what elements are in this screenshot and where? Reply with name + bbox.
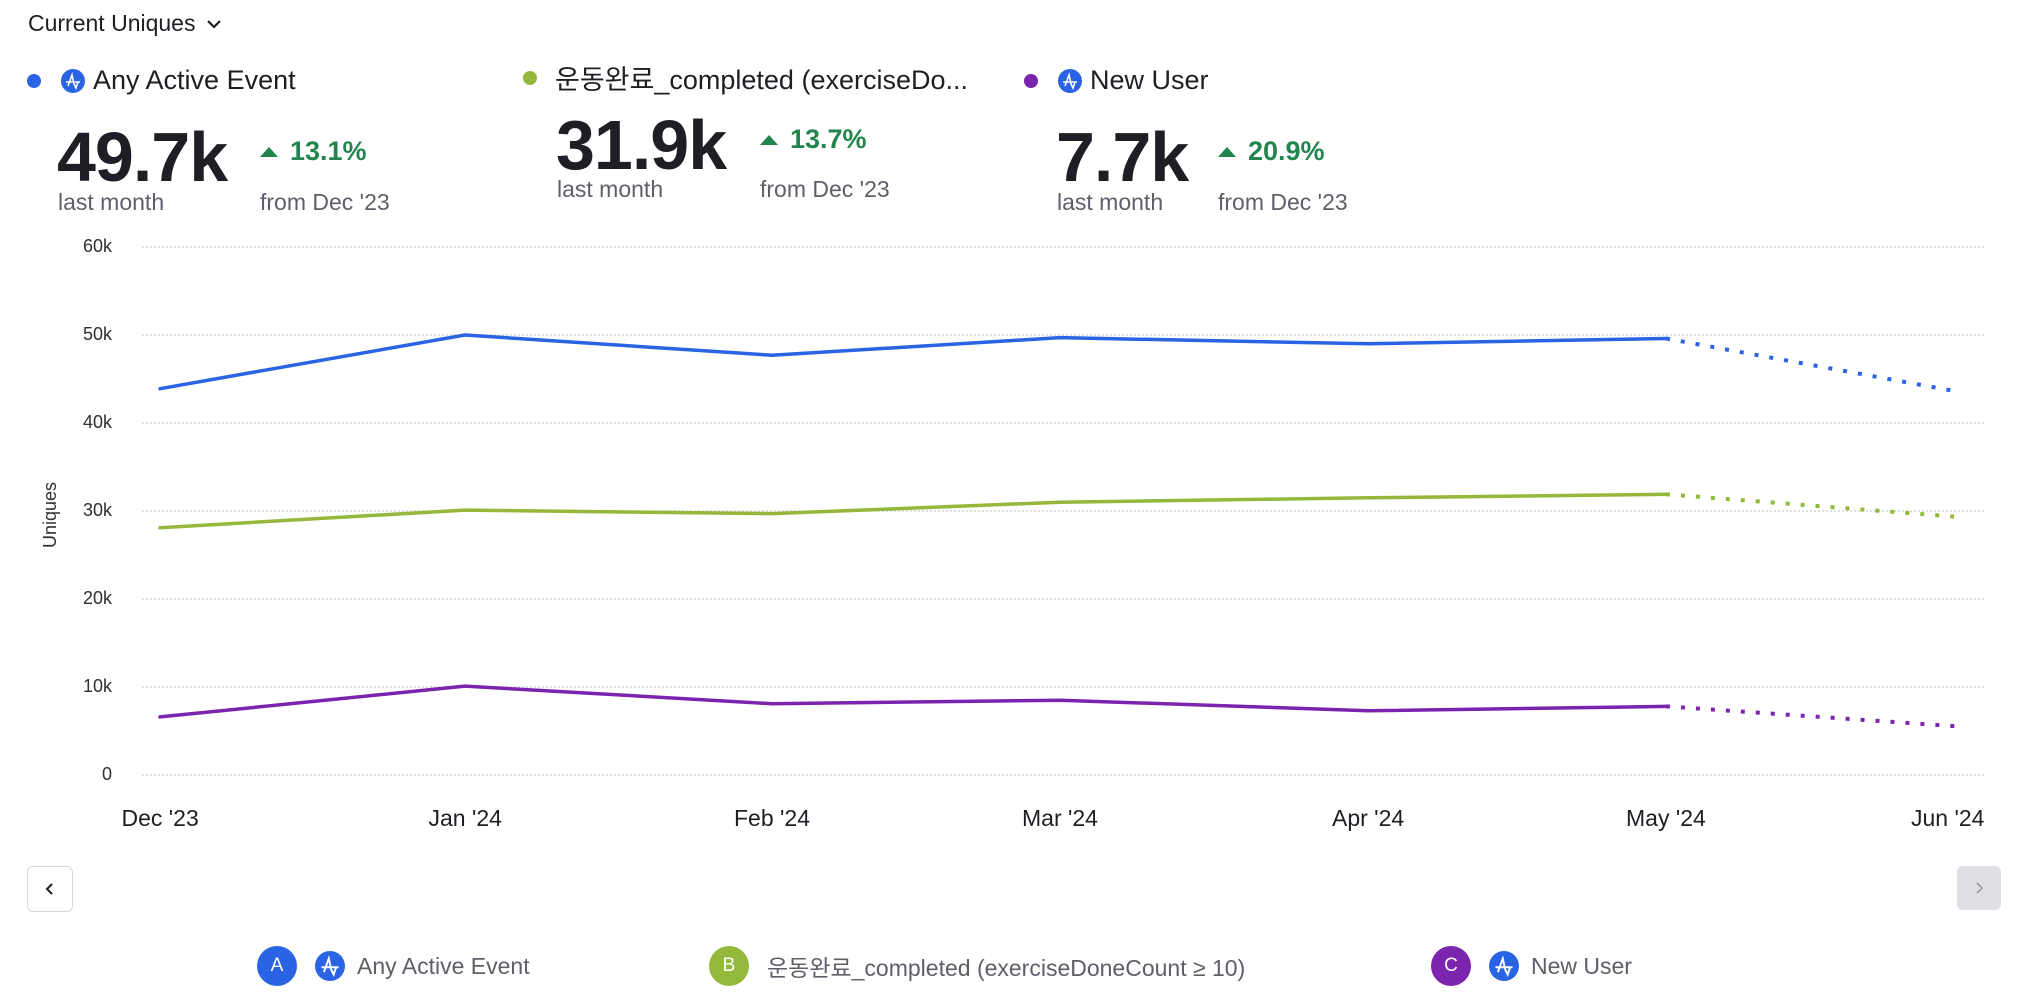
next-page-button[interactable] [1957, 866, 2001, 910]
data-point[interactable] [1362, 338, 1374, 350]
metric-selector-label: Current Uniques [28, 10, 196, 36]
y-tick-label: 60k [82, 236, 112, 256]
metric-b-title: 운동완료_completed (exerciseDo... [523, 58, 968, 97]
metric-b-change-value: 13.7% [790, 124, 867, 154]
data-point[interactable] [1955, 721, 1967, 733]
data-point[interactable] [1955, 511, 1967, 523]
x-tick-label: Mar '24 [1022, 805, 1098, 831]
series-line-c[interactable] [158, 684, 1668, 719]
data-point[interactable] [154, 522, 166, 534]
metric-b-value: 31.9k [556, 106, 727, 184]
metric-c-change-caption: from Dec '23 [1218, 189, 1348, 215]
metric-selector[interactable]: Current Uniques [28, 10, 223, 37]
legend-item-c[interactable]: C New User [1431, 946, 1632, 986]
line-chart [142, 246, 1984, 776]
amplitude-icon [1489, 951, 1519, 981]
metric-a-caption: last month [58, 189, 165, 215]
data-point[interactable] [766, 698, 778, 710]
amplitude-icon [315, 951, 345, 981]
metric-c-title: New User [1024, 65, 1209, 96]
y-tick-label: 30k [82, 500, 112, 520]
data-point[interactable] [1362, 705, 1374, 717]
legend-label: 운동완료_completed (exerciseDoneCount ≥ 10) [767, 955, 1246, 981]
x-tick-label: Jun '24 [1911, 805, 1985, 831]
metric-a-value: 49.7k [57, 118, 228, 196]
chevron-right-icon [1976, 882, 1984, 894]
series-c-dot [1024, 73, 1038, 88]
series-line-b[interactable] [158, 492, 1668, 530]
y-tick-label: 20k [82, 588, 112, 608]
data-point[interactable] [1660, 700, 1672, 712]
legend-item-b[interactable]: B 운동완료_completed (exerciseDoneCount ≥ 10… [709, 946, 1245, 986]
metric-b-caption: last month [557, 176, 664, 202]
data-point[interactable] [459, 329, 471, 341]
y-tick-label: 0 [101, 764, 112, 784]
metric-c-change: 20.9% [1218, 136, 1325, 167]
x-tick-label: Feb '24 [734, 805, 810, 831]
series-line-incomplete-a[interactable] [1665, 336, 1962, 395]
metric-a-label: Any Active Event [93, 65, 296, 95]
y-tick-label: 10k [82, 676, 112, 696]
series-b-dot [523, 70, 537, 85]
metric-a-change-value: 13.1% [290, 136, 367, 166]
data-point[interactable] [459, 504, 471, 516]
legend-label: Any Active Event [357, 952, 530, 979]
data-point[interactable] [1955, 386, 1967, 398]
x-tick-label: Dec '23 [121, 805, 199, 831]
amplitude-icon [1058, 68, 1082, 93]
chevron-down-icon [207, 19, 222, 29]
metric-a-title: Any Active Event [27, 65, 296, 96]
metric-c-value: 7.7k [1056, 118, 1189, 196]
metric-a-change-caption: from Dec '23 [260, 189, 390, 215]
data-point[interactable] [766, 508, 778, 520]
amplitude-icon [61, 68, 85, 93]
data-point[interactable] [1054, 496, 1066, 508]
metric-c-label: New User [1090, 65, 1209, 95]
data-point[interactable] [154, 711, 166, 723]
metric-b-change-caption: from Dec '23 [760, 176, 890, 202]
metric-b-label: 운동완료_completed (exerciseDo... [555, 65, 968, 95]
series-line-incomplete-b[interactable] [1665, 492, 1962, 520]
data-point[interactable] [459, 680, 471, 692]
data-point[interactable] [1054, 332, 1066, 344]
data-point[interactable] [766, 349, 778, 361]
metric-c-change-value: 20.9% [1248, 136, 1325, 166]
data-point[interactable] [1660, 333, 1672, 345]
series-letter-badge: B [709, 946, 749, 986]
metric-a-change: 13.1% [260, 136, 367, 167]
series-line-incomplete-c[interactable] [1665, 704, 1962, 729]
up-arrow-icon [1218, 146, 1236, 157]
data-point[interactable] [1660, 488, 1672, 500]
previous-page-button[interactable] [27, 866, 73, 912]
data-point[interactable] [1362, 492, 1374, 504]
up-arrow-icon [760, 134, 778, 145]
x-tick-label: Apr '24 [1332, 805, 1405, 831]
metric-b-change: 13.7% [760, 124, 867, 155]
x-tick-label: May '24 [1626, 805, 1706, 831]
y-tick-label: 40k [82, 412, 112, 432]
legend-label: New User [1531, 952, 1632, 979]
legend-item-a[interactable]: A Any Active Event [257, 946, 530, 986]
data-point[interactable] [154, 383, 166, 395]
up-arrow-icon [260, 146, 278, 157]
series-letter-badge: A [257, 946, 297, 986]
metric-c-caption: last month [1057, 189, 1164, 215]
chevron-left-icon [45, 883, 53, 895]
data-point[interactable] [1054, 694, 1066, 706]
series-letter-badge: C [1431, 946, 1471, 986]
y-tick-label: 50k [82, 324, 112, 344]
x-tick-label: Jan '24 [428, 805, 502, 831]
series-line-a[interactable] [158, 333, 1668, 391]
series-a-dot [27, 73, 41, 88]
